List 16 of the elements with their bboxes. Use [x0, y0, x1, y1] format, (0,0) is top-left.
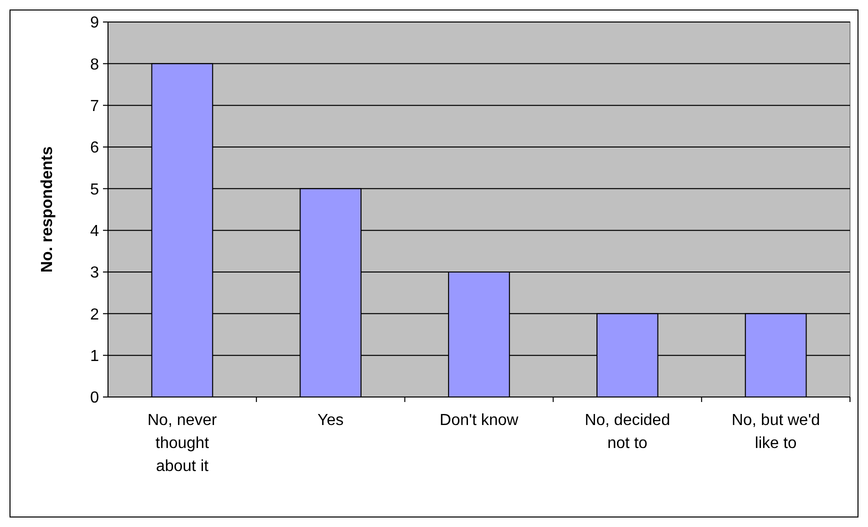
y-tick-label: 8: [90, 56, 100, 74]
x-tick-label: No, decided not to: [584, 412, 670, 452]
x-tick-label: Yes: [318, 412, 344, 429]
x-tick-label: Don't know: [440, 412, 519, 429]
y-tick-label: 2: [90, 306, 100, 324]
y-tick-label: 6: [90, 140, 100, 157]
y-tick-label: 9: [90, 14, 100, 32]
y-tick-label: 0: [90, 390, 100, 407]
y-tick-label: 5: [90, 181, 100, 198]
y-tick-label: 7: [90, 98, 100, 115]
y-axis-title: No. respondents: [39, 146, 56, 273]
x-tick-label: No, never thought about it: [148, 412, 218, 475]
y-tick-label: 4: [90, 222, 100, 240]
y-tick-label: 1: [90, 348, 100, 365]
y-tick-label: 3: [90, 264, 100, 282]
x-tick-label: No, but we'd like to: [732, 412, 820, 452]
